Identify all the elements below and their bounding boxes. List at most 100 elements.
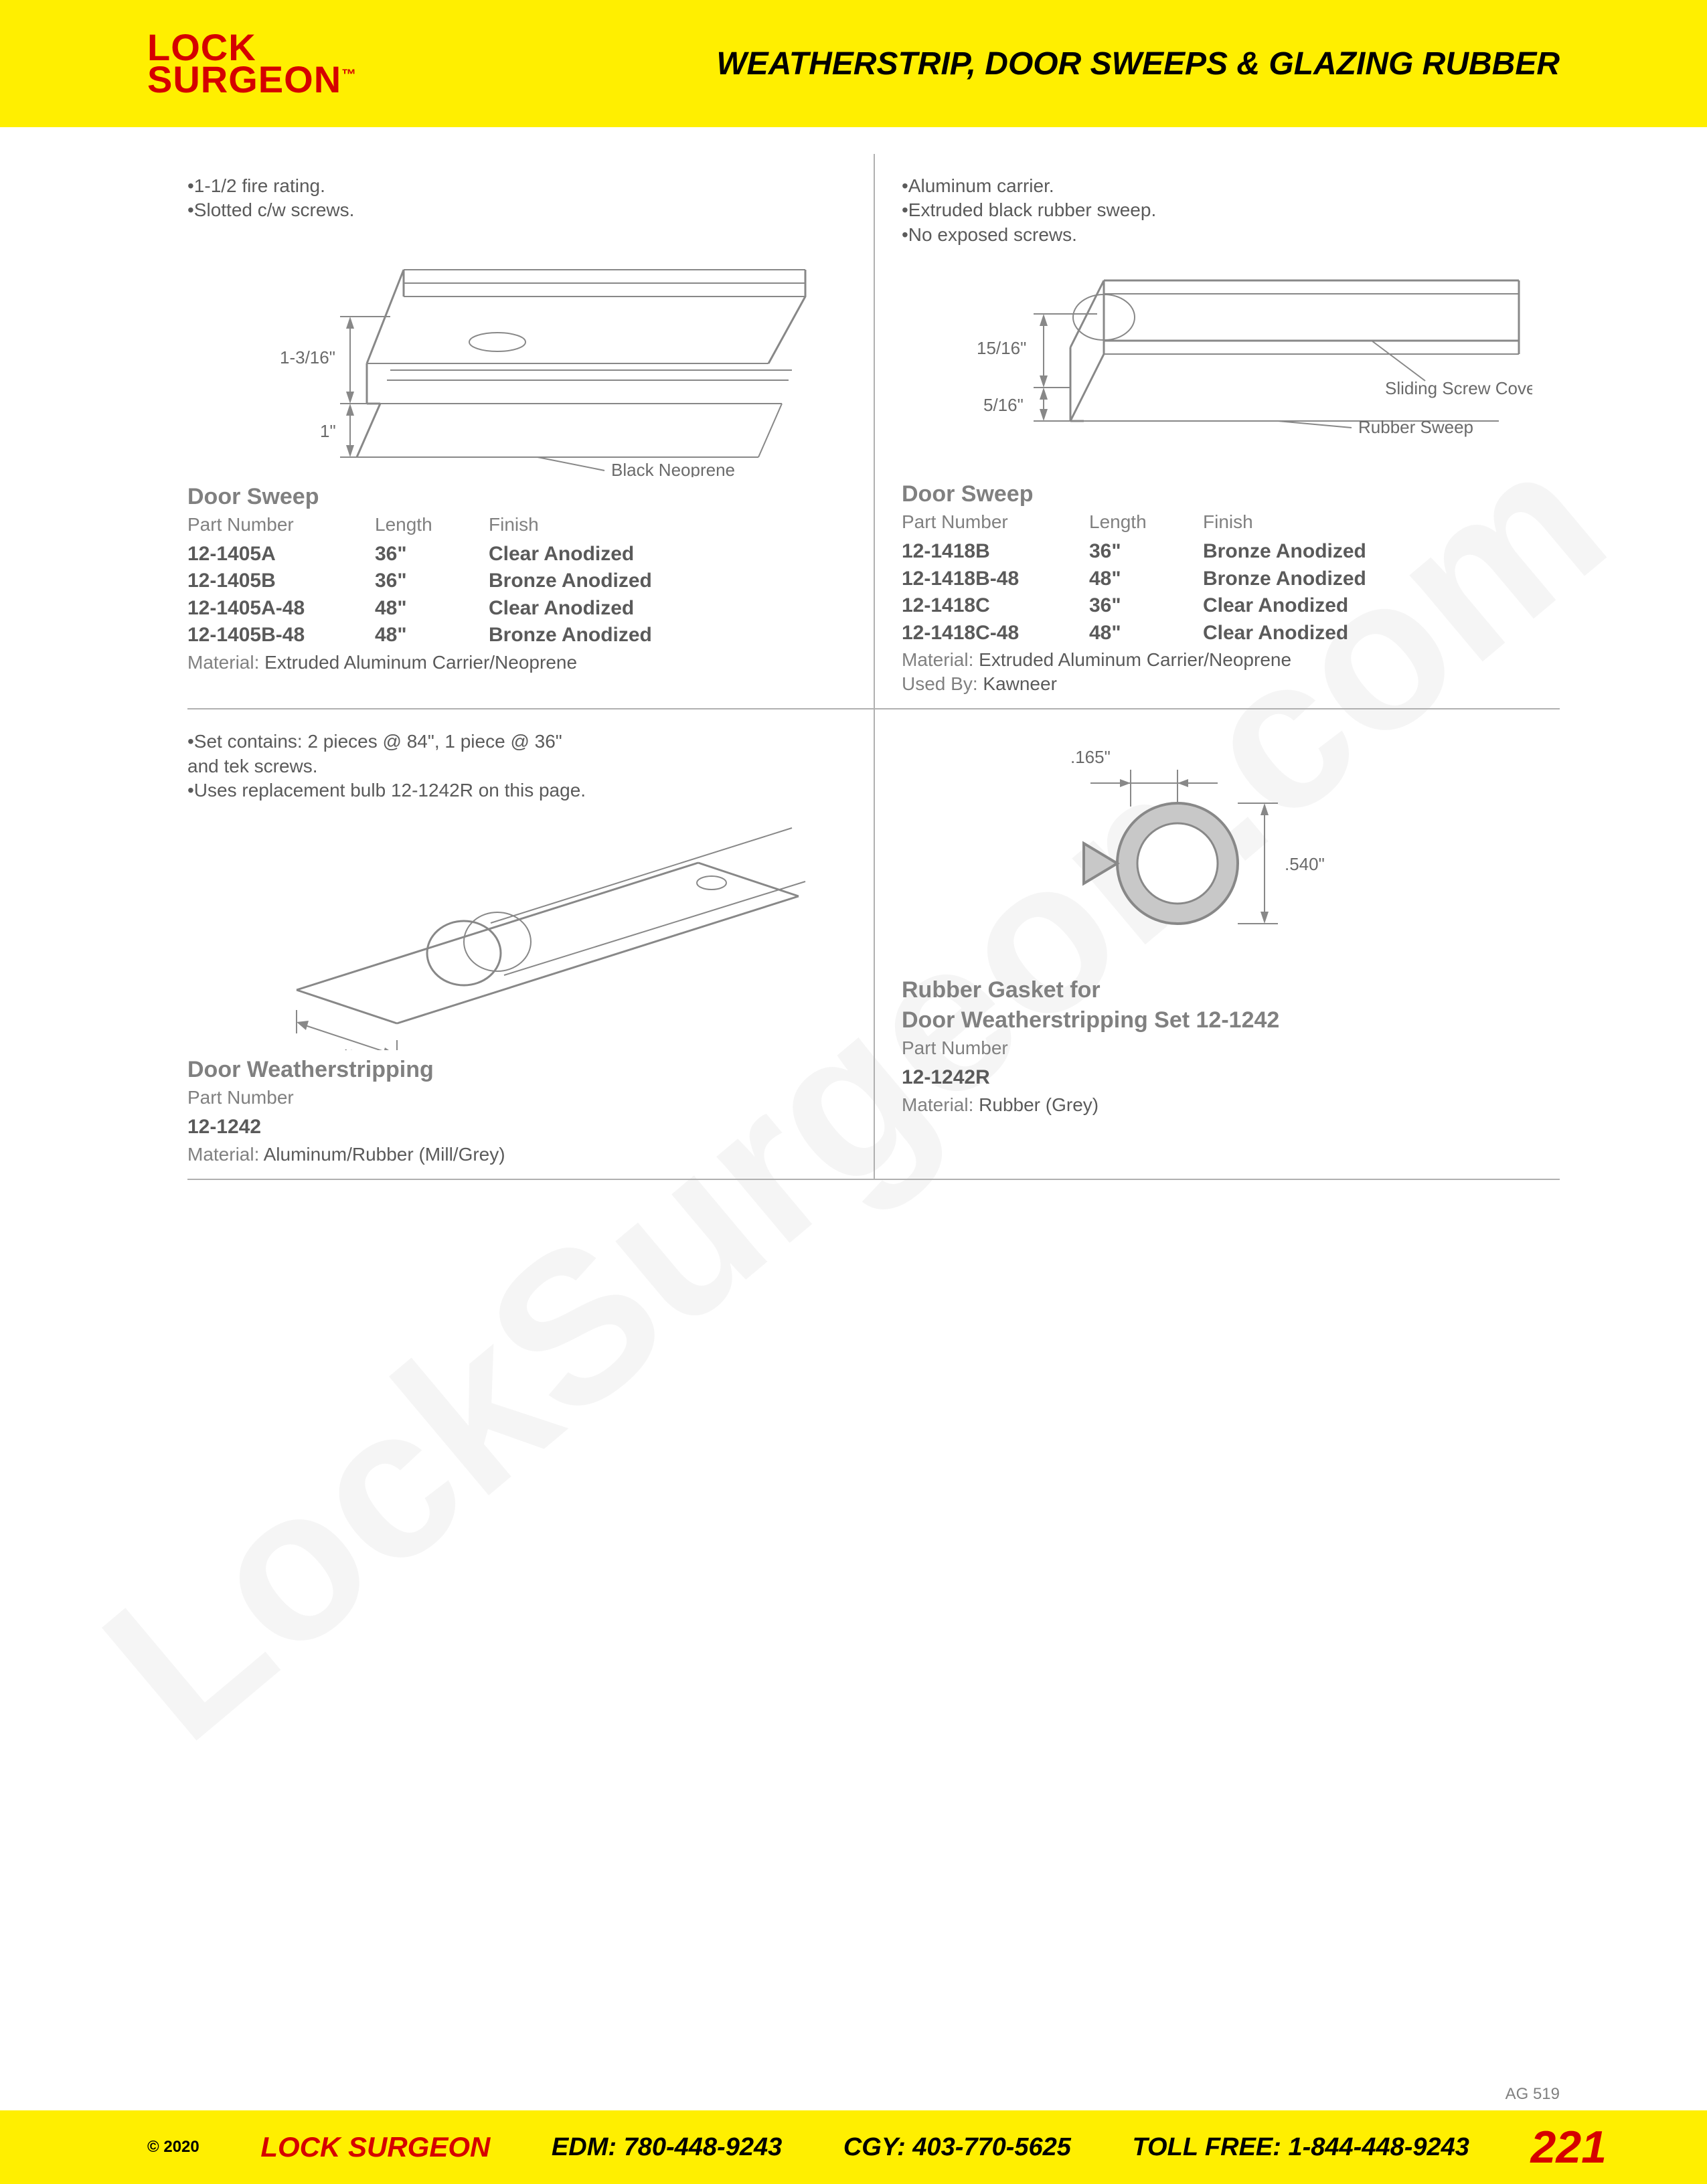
material-label: Material:: [187, 652, 259, 673]
page-number: 221: [1531, 2121, 1607, 2173]
material-label: Material:: [902, 1094, 973, 1115]
product-cell-1: •1-1/2 fire rating. •Slotted c/w screws.: [187, 154, 874, 709]
footer-phone-tollfree: TOLL FREE: 1-844-448-9243: [1133, 2133, 1469, 2162]
footer-brand: LOCK SURGEON: [260, 2131, 490, 2163]
table-row: 12-1405A-4848"Clear Anodized: [187, 595, 847, 622]
cell-fin: Bronze Anodized: [489, 622, 847, 649]
page-footer: © 2020 LOCK SURGEON EDM: 780-448-9243 CG…: [0, 2110, 1707, 2184]
trademark-symbol: ™: [341, 66, 357, 82]
phone-number: 1-844-448-9243: [1288, 2133, 1469, 2161]
door-sweep-diagram: 1-3/16" 1" Black Neoprene: [216, 230, 819, 477]
logo-line2: SURGEON™: [147, 64, 357, 96]
note-line: •1-1/2 fire rating.: [187, 174, 847, 198]
page-title: WEATHERSTRIP, DOOR SWEEPS & GLAZING RUBB…: [716, 46, 1560, 82]
product-title: Door Weatherstripping: [187, 1057, 847, 1083]
table-row: 12-1405B-4848"Bronze Anodized: [187, 622, 847, 649]
col-header-len: Length: [1089, 511, 1203, 533]
note-line: and tek screws.: [187, 754, 847, 778]
phone-label: EDM:: [552, 2133, 617, 2161]
table-row: 12-1418C-4848"Clear Anodized: [902, 620, 1533, 647]
usedby-line: Used By: Kawneer: [902, 673, 1533, 695]
material-line: Material: Aluminum/Rubber (Mill/Grey): [187, 1144, 847, 1165]
product-grid: •1-1/2 fire rating. •Slotted c/w screws.: [187, 154, 1560, 1180]
cell-fin: Clear Anodized: [1203, 592, 1533, 620]
dim-label: 1": [320, 421, 336, 441]
cell-len: 48": [375, 622, 489, 649]
door-sweep-diagram: Sliding Screw Cover Rubber Sweep 15/16" …: [903, 254, 1532, 475]
note-line: •Set contains: 2 pieces @ 84", 1 piece @…: [187, 730, 847, 754]
usedby-label: Used By:: [902, 673, 978, 694]
product-title: Door Sweep: [187, 484, 847, 510]
note-line: •Extruded black rubber sweep.: [902, 198, 1533, 222]
material-label: Material:: [902, 649, 973, 670]
cell-fin: Bronze Anodized: [1203, 566, 1533, 593]
phone-label: CGY:: [843, 2133, 906, 2161]
cell-pn: 12-1405B-48: [187, 622, 375, 649]
table-row: 12-1418B36"Bronze Anodized: [902, 538, 1533, 566]
dim-label: 5/16": [983, 395, 1024, 415]
product-cell-3: •Set contains: 2 pieces @ 84", 1 piece @…: [187, 709, 874, 1180]
table-row: 12-1418B-4848"Bronze Anodized: [902, 566, 1533, 593]
product-notes: •Set contains: 2 pieces @ 84", 1 piece @…: [187, 730, 847, 803]
phone-label: TOLL FREE:: [1133, 2133, 1281, 2161]
footer-phone-cgy: CGY: 403-770-5625: [843, 2133, 1071, 2162]
cell-len: 36": [1089, 538, 1203, 566]
footer-phone-edm: EDM: 780-448-9243: [552, 2133, 782, 2162]
table-row: 12-1418C36"Clear Anodized: [902, 592, 1533, 620]
dim-label: 15/16": [977, 338, 1026, 358]
cell-pn: 12-1418C-48: [902, 620, 1089, 647]
table-header: Part Number: [187, 1087, 847, 1108]
col-header-fin: Finish: [489, 514, 847, 535]
cell-len: 36": [375, 541, 489, 568]
material-value: Extruded Aluminum Carrier/Neoprene: [264, 652, 577, 673]
cell-pn: 12-1418C: [902, 592, 1089, 620]
phone-number: 403-770-5625: [912, 2133, 1071, 2161]
cell-fin: Clear Anodized: [489, 595, 847, 622]
cell-pn: 12-1418B-48: [902, 566, 1089, 593]
callout-label: Rubber Sweep: [1358, 417, 1473, 437]
callout-label: Sliding Screw Cover: [1385, 378, 1532, 398]
cell-fin: Clear Anodized: [1203, 620, 1533, 647]
cell-len: 48": [1089, 566, 1203, 593]
col-header-pn: Part Number: [902, 1037, 1089, 1059]
cell-fin: Bronze Anodized: [1203, 538, 1533, 566]
table-row: 12-1242R: [902, 1064, 1533, 1092]
note-line: •Slotted c/w screws.: [187, 198, 847, 222]
phone-number: 780-448-9243: [624, 2133, 783, 2161]
catalog-content: •1-1/2 fire rating. •Slotted c/w screws.: [0, 127, 1707, 1180]
copyright: © 2020: [147, 2138, 199, 2157]
dim-label: 1-3/16": [280, 347, 335, 367]
note-line: •No exposed screws.: [902, 223, 1533, 247]
cell-pn: 12-1418B: [902, 538, 1089, 566]
product-notes: •1-1/2 fire rating. •Slotted c/w screws.: [187, 174, 847, 223]
material-value: Aluminum/Rubber (Mill/Grey): [264, 1144, 505, 1165]
material-line: Material: Extruded Aluminum Carrier/Neop…: [902, 649, 1533, 671]
logo-line2-text: SURGEON: [147, 58, 341, 100]
dim-label: 1-1/8": [317, 1046, 363, 1050]
col-header-pn: Part Number: [187, 514, 375, 535]
callout-label: Black Neoprene: [611, 460, 735, 477]
note-line: •Aluminum carrier.: [902, 174, 1533, 198]
cell-pn: 12-1405A-48: [187, 595, 375, 622]
product-cell-4: .165" .540" Rubber Gasket for Door Weath…: [874, 709, 1560, 1180]
product-notes: •Aluminum carrier. •Extruded black rubbe…: [902, 174, 1533, 247]
cell-fin: Bronze Anodized: [489, 568, 847, 595]
col-header-pn: Part Number: [187, 1087, 375, 1108]
product-title-line1: Rubber Gasket for: [902, 977, 1533, 1003]
product-title: Door Sweep: [902, 481, 1533, 507]
cell-len: 36": [1089, 592, 1203, 620]
table-header: Part Number Length Finish: [187, 514, 847, 535]
col-header-pn: Part Number: [902, 511, 1089, 533]
material-line: Material: Extruded Aluminum Carrier/Neop…: [187, 652, 847, 673]
cell-fin: Clear Anodized: [489, 541, 847, 568]
cell-pn: 12-1242: [187, 1114, 375, 1141]
cell-pn: 12-1242R: [902, 1064, 1089, 1092]
brand-logo: LOCK SURGEON™: [147, 31, 357, 95]
cell-len: 36": [375, 568, 489, 595]
cell-len: 48": [375, 595, 489, 622]
cell-len: 48": [1089, 620, 1203, 647]
material-value: Extruded Aluminum Carrier/Neoprene: [979, 649, 1291, 670]
dim-label: .165": [1070, 747, 1111, 767]
gasket-diagram: .165" .540": [983, 730, 1452, 971]
weatherstripping-diagram: 1-1/8": [216, 809, 819, 1050]
